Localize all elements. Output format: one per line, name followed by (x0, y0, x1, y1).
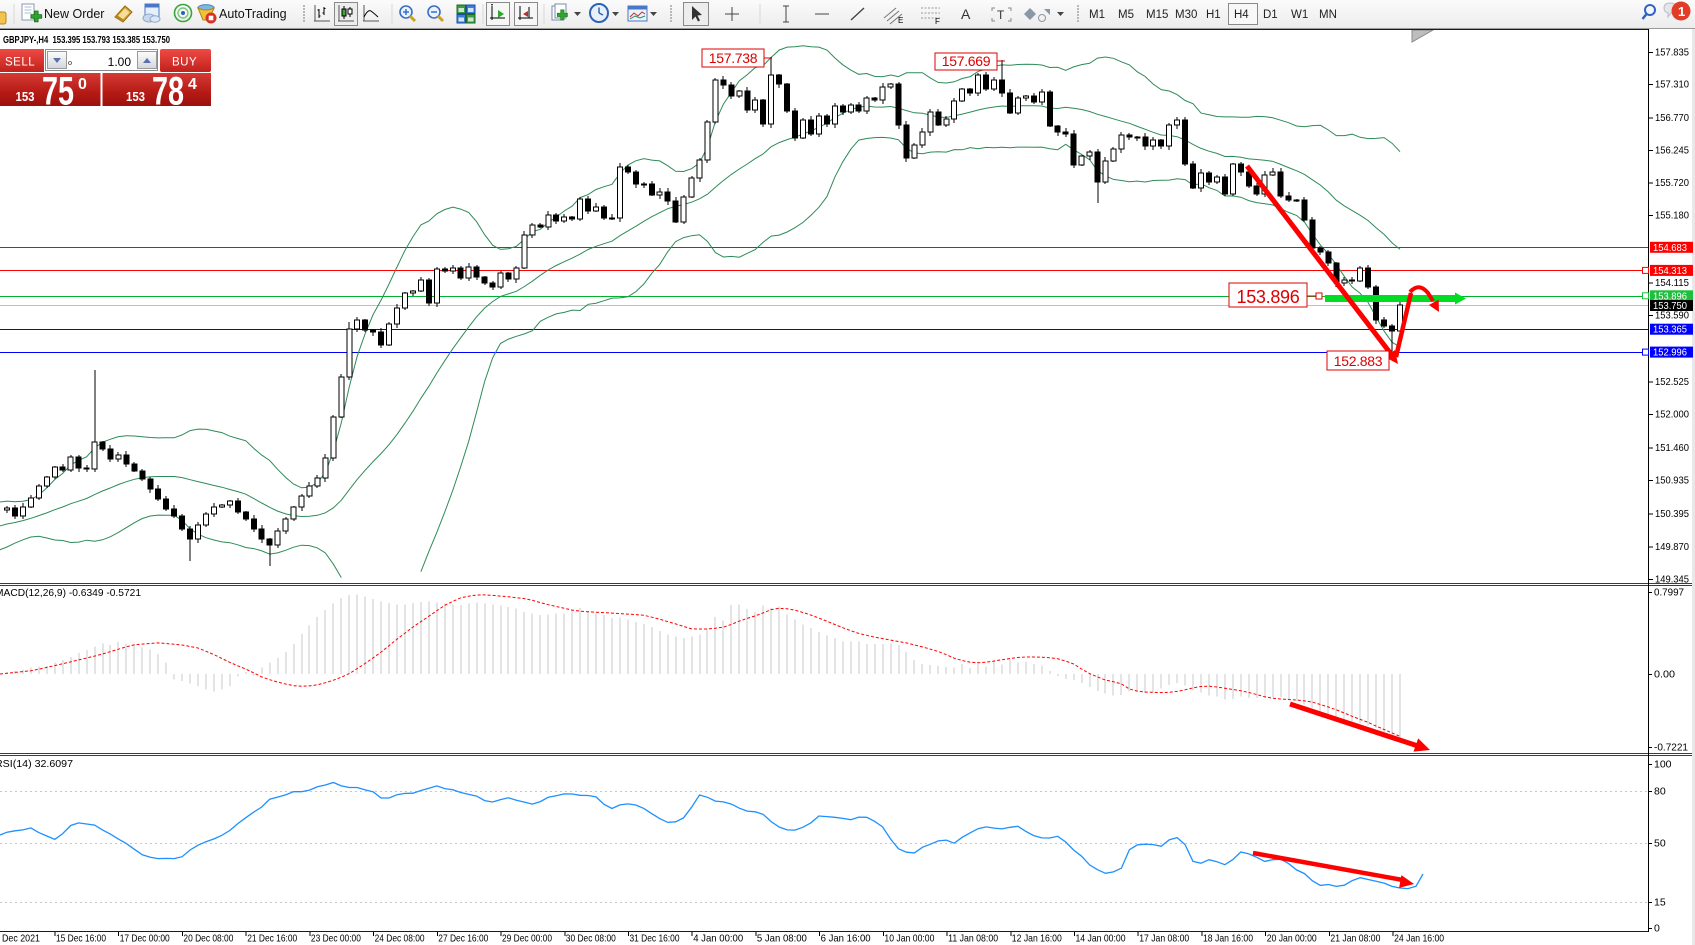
svg-text:21 Jan 08:00: 21 Jan 08:00 (1330, 933, 1380, 945)
svg-text:21 Dec 16:00: 21 Dec 16:00 (247, 933, 297, 945)
svg-text:152.883: 152.883 (1334, 353, 1383, 369)
svg-text:MN: MN (1319, 9, 1337, 21)
svg-text:E: E (898, 16, 903, 25)
svg-text:14 Jan 00:00: 14 Jan 00:00 (1076, 933, 1126, 945)
svg-text:M5: M5 (1118, 9, 1134, 21)
svg-text:H4: H4 (1234, 9, 1249, 21)
svg-text:4: 4 (188, 76, 197, 93)
svg-text:150.935: 150.935 (1655, 475, 1689, 487)
svg-text:1.00: 1.00 (108, 55, 132, 69)
svg-text:12 Jan 16:00: 12 Jan 16:00 (1012, 933, 1062, 945)
svg-text:11 Jan 08:00: 11 Jan 08:00 (948, 933, 998, 945)
svg-text:1: 1 (1678, 4, 1685, 19)
svg-text:T: T (997, 8, 1005, 22)
svg-text:100: 100 (1654, 759, 1672, 771)
svg-text:149.345: 149.345 (1655, 573, 1689, 585)
svg-text:75: 75 (42, 70, 74, 114)
svg-text:0: 0 (1654, 923, 1660, 935)
svg-text:M30: M30 (1175, 9, 1197, 21)
svg-text:27 Dec 16:00: 27 Dec 16:00 (438, 933, 488, 945)
svg-text:0.7997: 0.7997 (1654, 587, 1684, 599)
svg-text:153: 153 (16, 89, 35, 104)
svg-text:153.590: 153.590 (1655, 310, 1689, 322)
svg-text:30 Dec 08:00: 30 Dec 08:00 (566, 933, 616, 945)
svg-text:153.896: 153.896 (1237, 287, 1300, 307)
svg-text:BUY: BUY (172, 57, 197, 69)
svg-text:152.000: 152.000 (1655, 409, 1689, 421)
svg-text:17 Dec 00:00: 17 Dec 00:00 (120, 933, 170, 945)
svg-text:10 Jan 00:00: 10 Jan 00:00 (884, 933, 934, 945)
svg-text:MACD(12,26,9) -0.6349 -0.5721: MACD(12,26,9) -0.6349 -0.5721 (0, 587, 141, 599)
svg-text:24 Dec 08:00: 24 Dec 08:00 (375, 933, 425, 945)
svg-text:80: 80 (1654, 786, 1666, 798)
svg-text:152.996: 152.996 (1653, 347, 1687, 359)
svg-text:0: 0 (78, 76, 87, 93)
svg-text:4 Jan 00:00: 4 Jan 00:00 (693, 933, 743, 945)
svg-text:155.180: 155.180 (1655, 210, 1689, 222)
svg-text:155.720: 155.720 (1655, 177, 1689, 189)
svg-text:23 Dec 00:00: 23 Dec 00:00 (311, 933, 361, 945)
svg-text:152.525: 152.525 (1655, 376, 1689, 388)
svg-text:157.669: 157.669 (942, 53, 991, 69)
svg-text:M1: M1 (1089, 9, 1105, 21)
svg-text:154.313: 154.313 (1653, 265, 1687, 277)
svg-text:24 Jan 16:00: 24 Jan 16:00 (1394, 933, 1444, 945)
svg-text:29 Dec 00:00: 29 Dec 00:00 (502, 933, 552, 945)
svg-text:Dec 2021: Dec 2021 (2, 933, 40, 945)
svg-text:153.365: 153.365 (1653, 324, 1687, 336)
svg-text:78: 78 (152, 70, 184, 114)
svg-text:20 Jan 00:00: 20 Jan 00:00 (1267, 933, 1317, 945)
svg-text:A: A (961, 6, 971, 22)
svg-text:154.683: 154.683 (1653, 242, 1687, 254)
svg-text:50: 50 (1654, 838, 1666, 850)
svg-text:-0.7221: -0.7221 (1654, 741, 1688, 753)
svg-text:W1: W1 (1291, 9, 1308, 21)
svg-text:RSI(14) 32.6097: RSI(14) 32.6097 (0, 758, 73, 770)
svg-text:153: 153 (126, 89, 145, 104)
svg-text:150.395: 150.395 (1655, 508, 1689, 520)
svg-text:GBPJPY-,H4 153.395 153.793 15: GBPJPY-,H4 153.395 153.793 153.385 153.7… (3, 34, 170, 46)
svg-text:153.750: 153.750 (1653, 300, 1687, 312)
svg-text:15: 15 (1654, 897, 1666, 909)
svg-text:0.00: 0.00 (1654, 669, 1675, 681)
svg-text:D1: D1 (1263, 9, 1278, 21)
svg-text:31 Dec 16:00: 31 Dec 16:00 (630, 933, 680, 945)
svg-text:157.310: 157.310 (1655, 79, 1689, 91)
svg-text:151.460: 151.460 (1655, 442, 1689, 454)
svg-text:M15: M15 (1146, 9, 1168, 21)
svg-text:5 Jan 08:00: 5 Jan 08:00 (757, 933, 807, 945)
svg-text:153.896: 153.896 (1653, 290, 1687, 302)
svg-text:H1: H1 (1206, 9, 1221, 21)
svg-text:New Order: New Order (44, 7, 104, 21)
svg-text:20 Dec 08:00: 20 Dec 08:00 (183, 933, 233, 945)
svg-text:157.738: 157.738 (709, 50, 758, 66)
svg-text:156.770: 156.770 (1655, 112, 1689, 124)
svg-text:18 Jan 16:00: 18 Jan 16:00 (1203, 933, 1253, 945)
svg-text:AutoTrading: AutoTrading (219, 7, 287, 21)
svg-text:157.835: 157.835 (1655, 47, 1689, 59)
svg-text:149.870: 149.870 (1655, 541, 1689, 553)
svg-text:6 Jan 16:00: 6 Jan 16:00 (821, 933, 871, 945)
svg-text:15 Dec 16:00: 15 Dec 16:00 (56, 933, 106, 945)
svg-text:SELL: SELL (5, 57, 35, 69)
svg-text:154.115: 154.115 (1655, 277, 1689, 289)
svg-text:17 Jan 08:00: 17 Jan 08:00 (1139, 933, 1189, 945)
svg-text:156.245: 156.245 (1655, 144, 1689, 156)
svg-text:F: F (935, 17, 940, 26)
